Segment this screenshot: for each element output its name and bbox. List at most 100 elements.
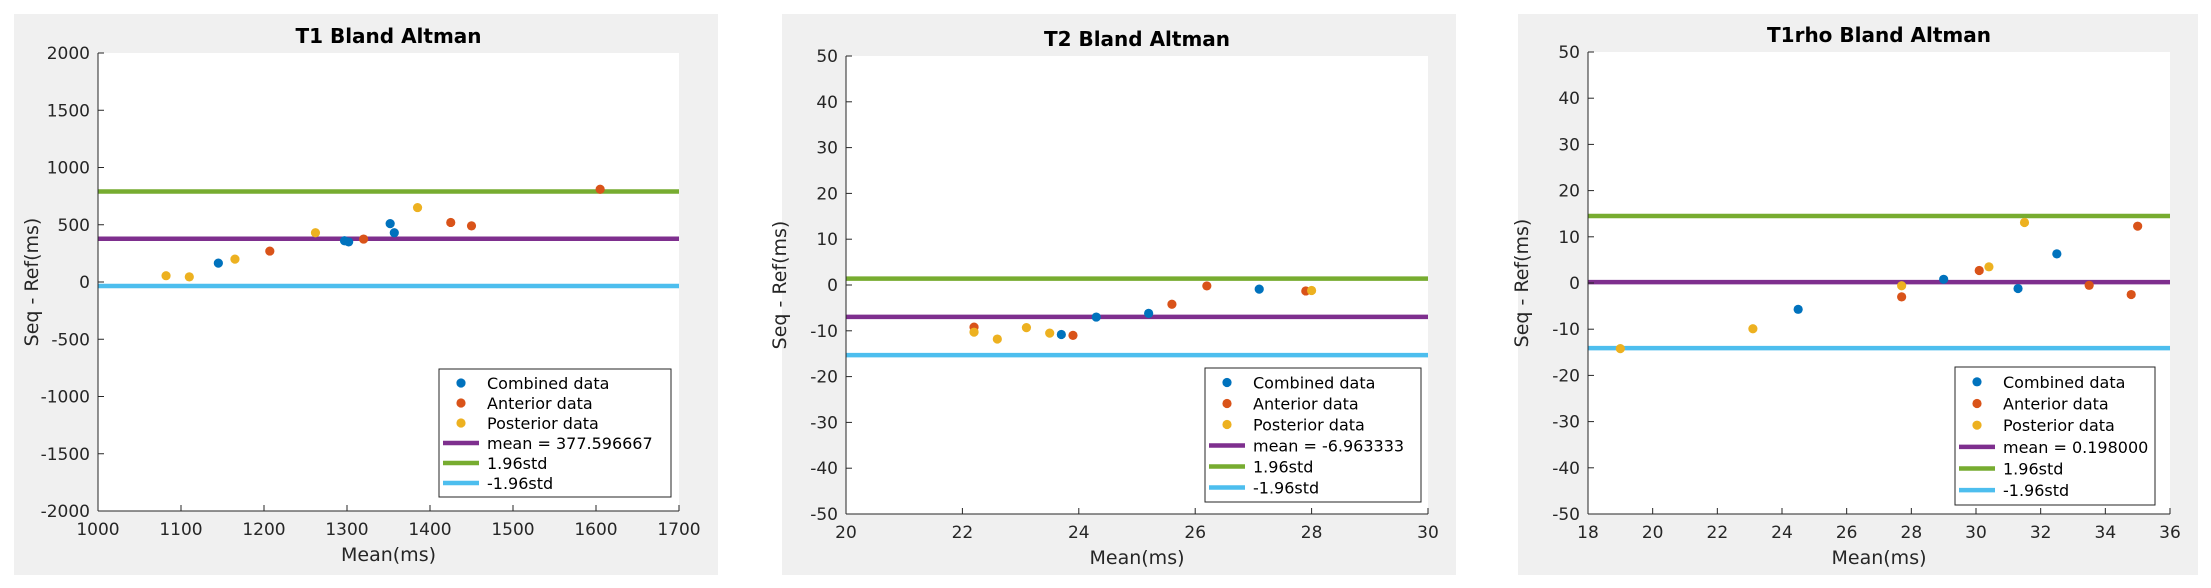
t1rho-point-0-1 <box>1939 274 1949 284</box>
t1-legend-marker-0 <box>456 378 466 388</box>
t1rho-y-tick-label-3: -20 <box>1552 366 1580 386</box>
t2-legend-label-2: Posterior data <box>1253 416 1365 435</box>
t1rho-point-2-3 <box>1984 262 1994 272</box>
t2-x-tick-label-0: 20 <box>835 523 857 543</box>
t2-x-tick-label-5: 30 <box>1417 523 1439 543</box>
t1-legend-label-4: 1.96std <box>487 454 547 473</box>
t1-point-0-3 <box>385 219 395 229</box>
t1-y-tick-label-3: -500 <box>51 330 90 350</box>
t1-legend-label-0: Combined data <box>487 374 609 393</box>
t2-y-tick-label-5: 0 <box>827 276 838 296</box>
t1rho-x-tick-label-9: 36 <box>2159 523 2181 543</box>
chart-panel-t2: 20 22 24 26 28 30 -50 -40 -30 -20 -10 0 10 20 30 40 50 T2… <box>769 14 1456 575</box>
t2-legend-box <box>1204 367 1422 503</box>
t1-x-axis-label: Mean(ms) <box>341 544 436 566</box>
t1-point-2-2 <box>230 254 240 264</box>
t1rho-x-tick-label-5: 28 <box>1901 523 1923 543</box>
t2-y-tick-label-4: -10 <box>810 322 838 342</box>
t1-point-1-0 <box>265 246 275 256</box>
t2-y-tick-label-1: -40 <box>810 459 838 479</box>
t2-y-tick-label-0: -50 <box>810 505 838 525</box>
t1rho-x-axis-label: Mean(ms) <box>1832 547 1927 569</box>
t2-point-0-2 <box>1144 308 1154 318</box>
t1rho-legend-marker-1 <box>1972 398 1982 409</box>
t1-point-1-3 <box>466 221 477 231</box>
t1rho-legend-label-1: Anterior data <box>2003 395 2109 414</box>
t2-y-tick-label-8: 30 <box>816 139 838 159</box>
t1rho-point-1-1 <box>1974 265 1984 276</box>
t1rho-x-tick-label-4: 26 <box>1836 523 1858 543</box>
t2-legend-label-5: -1.96std <box>1253 479 1319 498</box>
t1-y-axis-label: Seq - Ref(ms) <box>21 218 43 347</box>
t1-x-tick-label-6: 1600 <box>574 520 617 540</box>
t1-legend-label-5: -1.96std <box>487 474 553 493</box>
t2-point-0-3 <box>1254 284 1264 294</box>
t1rho-y-axis-label: Seq - Ref(ms) <box>1511 219 1533 348</box>
t2-y-axis-label: Seq - Ref(ms) <box>769 221 791 350</box>
t1rho-point-2-4 <box>2019 217 2030 228</box>
t2-legend-marker-1 <box>1222 398 1232 409</box>
t2-legend-label-3: mean = -6.963333 <box>1253 437 1404 456</box>
t1-y-tick-label-4: 0 <box>79 273 90 293</box>
t2-chart-title: T2 Bland Altman <box>1044 27 1230 51</box>
t1-legend-marker-2 <box>456 418 466 428</box>
t1rho-legend-label-3: mean = 0.198000 <box>2003 438 2148 457</box>
t2-y-tick-label-3: -20 <box>810 368 838 388</box>
t1-legend-label-1: Anterior data <box>487 394 593 413</box>
t1rho-legend-label-5: -1.96std <box>2003 481 2069 500</box>
t1rho-legend-marker-0 <box>1972 377 1982 387</box>
t2-x-tick-label-4: 28 <box>1301 523 1323 543</box>
t2-y-tick-label-7: 20 <box>816 184 838 204</box>
t1-point-0-0 <box>213 258 223 268</box>
t1rho-y-tick-label-4: -10 <box>1552 320 1580 340</box>
t1rho-y-tick-label-1: -40 <box>1552 459 1580 479</box>
t2-point-0-0 <box>1056 329 1066 340</box>
t1rho-legend-label-2: Posterior data <box>2003 416 2115 435</box>
t2-legend-label-1: Anterior data <box>1253 395 1359 414</box>
t1rho-legend-marker-2 <box>1972 420 1982 430</box>
t1rho-y-tick-label-7: 20 <box>1558 182 1580 202</box>
t1-point-2-1 <box>184 272 194 282</box>
t1rho-legend-label-0: Combined data <box>2003 373 2125 392</box>
t1-x-tick-label-4: 1400 <box>408 520 451 540</box>
t2-x-axis-label: Mean(ms) <box>1090 547 1185 569</box>
t1-y-tick-label-0: -2000 <box>41 502 90 522</box>
t1rho-legend-label-4: 1.96std <box>2003 460 2063 479</box>
t1-x-tick-label-7: 1700 <box>657 520 700 540</box>
t1-legend-box <box>438 368 672 498</box>
t1rho-y-tick-label-5: 0 <box>1569 274 1580 294</box>
t2-legend-marker-2 <box>1222 419 1232 430</box>
t1-y-tick-label-5: 500 <box>58 216 90 236</box>
t2-legend-label-0: Combined data <box>1253 374 1375 393</box>
t1rho-point-1-4 <box>2133 221 2143 231</box>
t1rho-point-1-2 <box>2084 280 2094 290</box>
t1-x-tick-label-1: 1100 <box>159 520 202 540</box>
t1-point-1-2 <box>446 217 456 228</box>
t1rho-point-2-1 <box>1748 324 1758 334</box>
t1rho-y-tick-label-6: 10 <box>1558 228 1580 248</box>
t2-point-0-1 <box>1091 312 1101 322</box>
t1-y-tick-label-1: -1500 <box>41 445 90 465</box>
t1rho-point-0-2 <box>2013 283 2023 294</box>
chart-panel-t1: 1000 1100 1200 1300 1400 1500 1600 1700 -2000 -15… <box>14 14 718 575</box>
t1rho-y-tick-label-0: -50 <box>1552 505 1580 525</box>
t1-y-tick-label-8: 2000 <box>47 44 90 64</box>
t2-y-tick-label-2: -30 <box>810 413 838 433</box>
t2-point-2-0 <box>969 327 979 337</box>
t2-point-2-4 <box>1307 285 1317 296</box>
t1-point-2-3 <box>310 228 321 238</box>
t1rho-x-tick-label-3: 24 <box>1771 523 1793 543</box>
t1-x-tick-label-2: 1200 <box>242 520 285 540</box>
t1rho-x-tick-label-1: 20 <box>1642 523 1664 543</box>
t1rho-x-tick-label-0: 18 <box>1577 523 1599 543</box>
t1rho-point-2-0 <box>1615 344 1625 354</box>
chart-panel-t1rho: 18 20 22 24 26 28 30 32 34 36 -50 -40 -30 -20 -10 0 10 20… <box>1511 14 2198 575</box>
t2-x-tick-label-1: 22 <box>952 523 974 543</box>
t1-x-tick-label-5: 1500 <box>491 520 534 540</box>
t1-y-tick-label-7: 1500 <box>47 101 90 121</box>
t2-x-tick-label-2: 24 <box>1068 523 1090 543</box>
t1-legend-label-2: Posterior data <box>487 414 599 433</box>
chart-svg-t1: 1000 1100 1200 1300 1400 1500 1600 1700 -2000 -15… <box>21 24 701 566</box>
t1-legend-label-3: mean = 377.596667 <box>487 434 653 453</box>
t2-point-1-3 <box>1202 281 1212 291</box>
